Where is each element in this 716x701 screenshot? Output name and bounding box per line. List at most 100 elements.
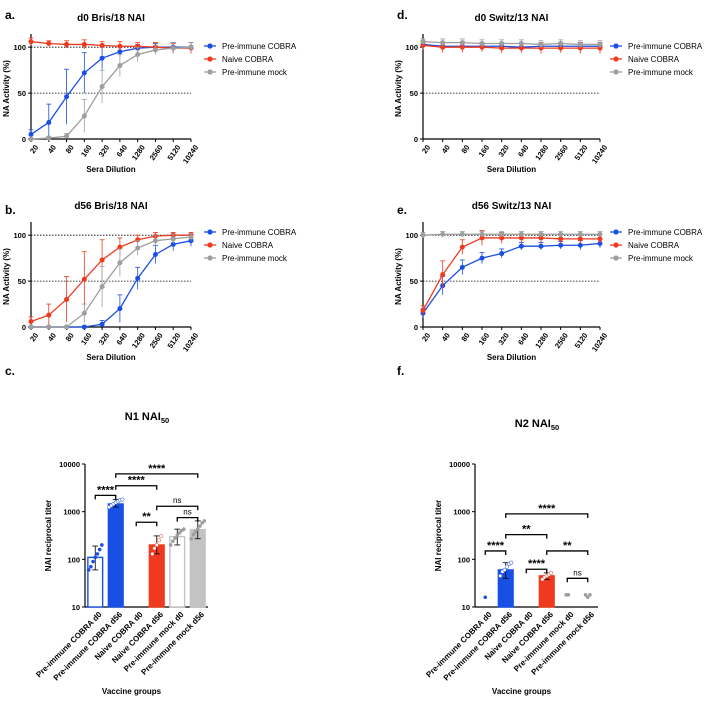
x-tick-label: 2560 (148, 143, 165, 162)
chart-title: N1 NAI50 (125, 411, 169, 425)
y-tick-label: 0 (22, 323, 26, 332)
y-tick-label: 50 (410, 89, 418, 98)
data-point (518, 243, 524, 249)
data-point (566, 593, 571, 597)
data-point (518, 231, 524, 237)
x-tick-label: 5120 (573, 331, 590, 350)
x-tick-label: 40 (440, 143, 452, 155)
x-tick-label: 640 (115, 331, 130, 346)
data-point (420, 39, 426, 45)
x-axis-label: Sera Dilution (487, 165, 536, 174)
data-point (117, 306, 123, 312)
data-point (46, 324, 52, 330)
data-point (99, 55, 105, 61)
y-tick-label: 10000 (59, 460, 80, 469)
data-point (95, 552, 100, 556)
chart-title-subscript: 50 (161, 416, 169, 425)
series-line (422, 43, 600, 48)
data-point (81, 310, 87, 316)
data-point (509, 560, 514, 565)
significance-label: **** (538, 503, 556, 515)
data-point (28, 39, 34, 45)
data-point (64, 324, 70, 330)
legend-marker (207, 43, 213, 49)
data-point (99, 284, 105, 290)
x-axis-label: Vaccine groups (492, 687, 552, 696)
significance-bracket: **** (115, 463, 199, 478)
chart-title: d0 Bris/18 NAI (77, 13, 145, 24)
legend-marker (207, 242, 213, 248)
data-point (64, 133, 70, 139)
x-tick-label: 40 (46, 331, 58, 343)
data-point (577, 236, 583, 242)
y-axis-label: NAI reciprocal titer (434, 500, 443, 572)
x-tick-label: 2560 (553, 143, 570, 162)
series-naive-cobra (420, 230, 603, 316)
significance-label: ** (563, 540, 572, 552)
bracket-line (546, 550, 589, 555)
data-point (117, 43, 123, 49)
data-point (46, 312, 52, 318)
legend-label: Pre-immune mock (222, 254, 288, 263)
y-tick-label: 100 (405, 231, 418, 240)
data-point (135, 275, 141, 281)
y-axis-label: NA Activity (%) (2, 60, 11, 117)
data-point (120, 497, 125, 502)
data-point (117, 244, 123, 250)
data-point (154, 542, 159, 548)
x-tick-label: 320 (496, 331, 511, 346)
bracket-line (525, 568, 548, 574)
series-pre-immune-cobra (420, 238, 603, 318)
significance-bracket: ns (176, 508, 199, 522)
data-point (538, 41, 544, 47)
legend-marker (613, 255, 619, 261)
series-pre-immune-cobra (28, 234, 194, 330)
x-tick-label: 20 (28, 143, 40, 155)
series-line (422, 237, 600, 311)
panel-a: a. d0 Bris/18 NAI 0 50 100 20 40 80 160 320 640 128… (2, 8, 297, 174)
x-tick-label: 20 (420, 143, 432, 155)
bracket-line (115, 473, 199, 478)
x-axis-label: Sera Dilution (487, 353, 536, 362)
data-point (135, 245, 141, 251)
data-point (440, 231, 446, 237)
data-point (99, 84, 105, 90)
x-axis-label: Sera Dilution (86, 353, 135, 362)
data-point (538, 231, 544, 237)
legend-marker (613, 56, 619, 62)
data-point (64, 296, 70, 302)
data-point (156, 538, 161, 543)
legend-label: Pre-immune mock (628, 68, 694, 77)
data-point (420, 232, 426, 238)
bracket-line (156, 505, 199, 511)
x-tick-label: 20 (420, 331, 432, 343)
y-tick-label: 100 (13, 43, 26, 52)
significance-bracket: ns (566, 568, 589, 583)
panel-label: f. (397, 364, 404, 378)
bracket-line (94, 494, 117, 500)
data-point (583, 593, 588, 597)
data-point (64, 94, 70, 100)
significance-bracket: **** (484, 540, 507, 555)
data-point (46, 41, 52, 47)
x-tick-label: 320 (97, 331, 112, 346)
x-tick-label: 1280 (130, 143, 147, 162)
data-point (171, 539, 175, 544)
series-line (31, 236, 192, 328)
data-point (195, 527, 200, 531)
data-point (117, 260, 123, 266)
data-point (558, 41, 564, 47)
data-point (577, 41, 583, 47)
x-axis-label: Vaccine groups (102, 687, 162, 696)
data-point (81, 324, 87, 330)
x-tick-label: 5120 (165, 331, 182, 350)
series-pre-immune-mock (28, 42, 194, 142)
data-point (538, 235, 544, 241)
data-point (479, 231, 485, 237)
x-axis-label: Sera Dilution (86, 165, 135, 174)
data-point (89, 564, 93, 569)
data-point (499, 41, 505, 47)
y-tick-label: 0 (414, 135, 418, 144)
x-tick-label: 80 (459, 331, 471, 343)
significance-bracket: **** (505, 503, 589, 518)
